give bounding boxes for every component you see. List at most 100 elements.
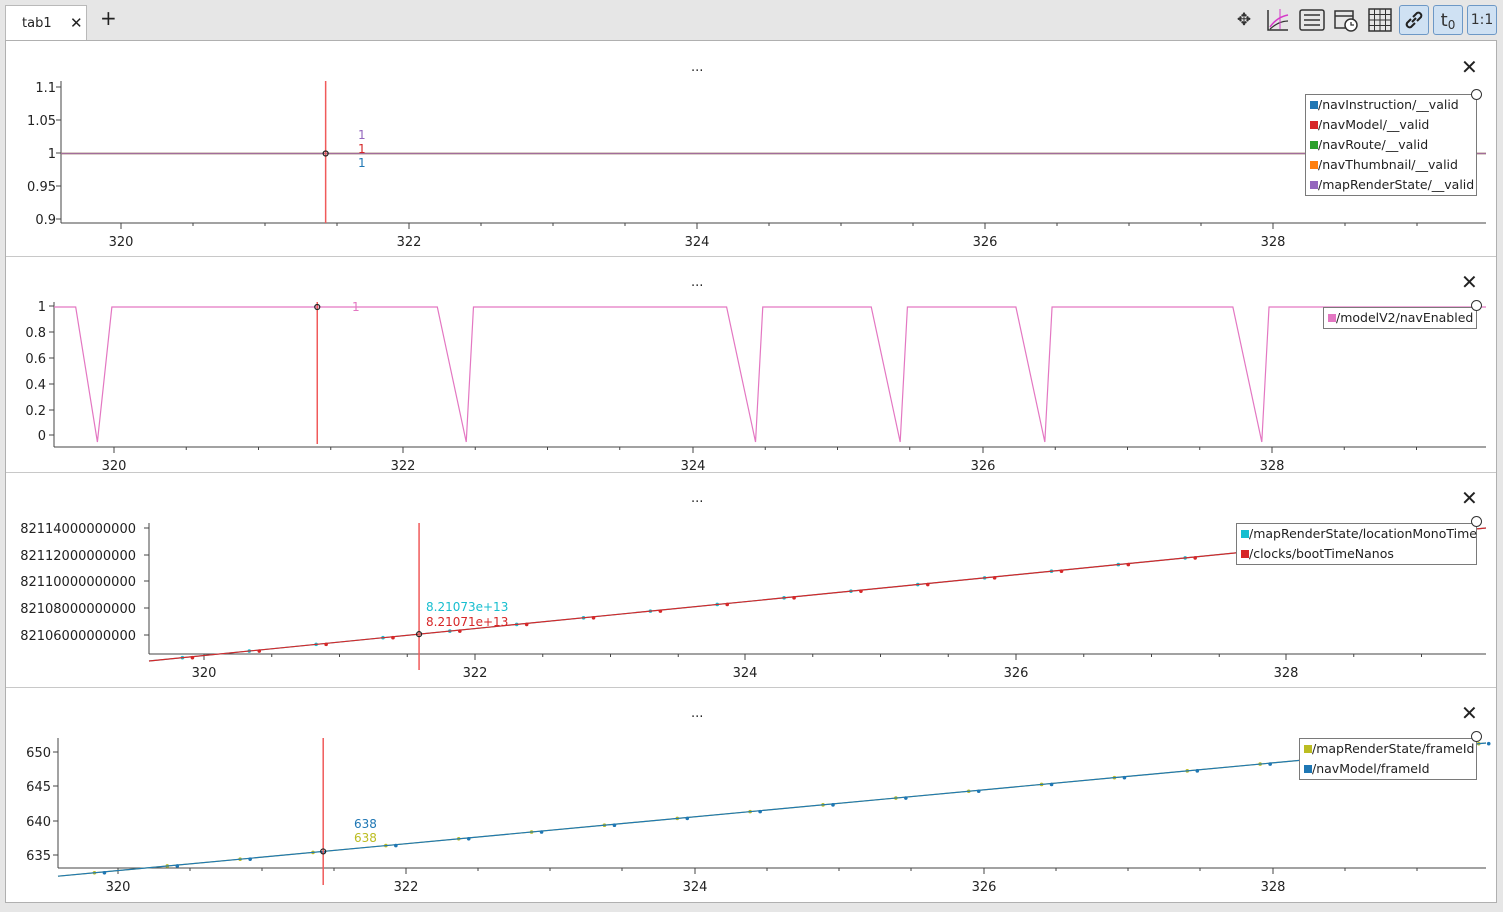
x-tick-label: 320 [102, 459, 127, 472]
chart-svg[interactable]: 320 322 324 326 328 82114000000000 82112000000… [6, 473, 1496, 688]
legend-swatch [1310, 101, 1318, 109]
legend-swatch [1310, 121, 1318, 129]
data-point [1126, 562, 1131, 567]
x-tick-label: 328 [1261, 880, 1286, 895]
y-tick-label: 645 [26, 780, 51, 795]
data-point [539, 830, 544, 834]
data-point [248, 857, 252, 861]
legend-drag-handle[interactable] [1471, 516, 1482, 527]
chart-svg[interactable]: 320 322 324 326 328 1 0.8 0.6 0.4 0.2 0 1 [6, 257, 1496, 472]
cursor-value-label: 1 [358, 142, 366, 156]
plot-title[interactable]: ... [691, 60, 704, 75]
calendar-clock-icon[interactable] [1331, 5, 1361, 35]
y-tick-label: 0 [38, 429, 46, 444]
plot-title[interactable]: ... [691, 275, 704, 290]
x-tick-label: 324 [681, 459, 706, 472]
close-plot-icon[interactable]: ✕ [1461, 486, 1478, 510]
panel-divider [6, 472, 1496, 473]
data-point [831, 803, 835, 807]
x-tick-label: 324 [683, 880, 708, 895]
data-point [904, 796, 908, 800]
y-tick-label: 82108000000000 [20, 602, 136, 617]
legend-drag-handle[interactable] [1471, 300, 1482, 311]
data-point [324, 642, 328, 647]
close-plot-icon[interactable]: ✕ [1461, 55, 1478, 79]
x-tick-label: 324 [685, 235, 710, 250]
legend-item[interactable]: /mapRenderState/__valid [1306, 175, 1476, 195]
legend-item[interactable]: /navThumbnail/__valid [1306, 155, 1476, 175]
y-tick-label: 635 [26, 849, 51, 864]
legend-item[interactable]: /navModel/__valid [1306, 115, 1476, 135]
zoom-graph-icon[interactable] [1263, 5, 1293, 35]
x-tick-label: 322 [394, 880, 419, 895]
y-tick-label: 0.8 [25, 326, 46, 341]
y-tick-label: 1 [48, 147, 56, 162]
cursor-value-label: 8.21073e+13 [426, 600, 508, 614]
data-point [992, 576, 997, 580]
y-tick-label: 0.2 [25, 404, 46, 419]
add-tab-button[interactable]: + [100, 6, 117, 30]
data-point [1122, 775, 1127, 780]
grid-icon[interactable] [1365, 5, 1395, 35]
legend-swatch [1241, 550, 1249, 558]
tab-tab1[interactable]: tab1 ✕ [5, 5, 87, 41]
plot-title[interactable]: ... [691, 706, 704, 721]
legend-item[interactable]: /navModel/frameId [1300, 759, 1476, 779]
legend[interactable]: /navInstruction/__valid /navModel/__vali… [1305, 94, 1477, 196]
plot-title[interactable]: ... [691, 491, 704, 506]
series-line [54, 306, 1486, 443]
data-point [1193, 556, 1197, 560]
data-point [466, 837, 471, 841]
legend[interactable]: /mapRenderState/frameId /navModel/frameI… [1299, 738, 1477, 780]
data-point [758, 809, 762, 814]
x-tick-label: 326 [973, 235, 998, 250]
x-tick-label: 326 [971, 459, 996, 472]
data-point [458, 629, 462, 633]
data-point [190, 655, 195, 660]
x-tick-label: 322 [391, 459, 416, 472]
legend[interactable]: /modelV2/navEnabled [1323, 307, 1477, 329]
y-tick-label: 82106000000000 [20, 629, 136, 644]
cursor-value-label: 638 [354, 817, 377, 831]
legend-item[interactable]: /navRoute/__valid [1306, 135, 1476, 155]
legend-item[interactable]: /mapRenderState/frameId [1300, 739, 1476, 759]
x-tick-label: 328 [1261, 235, 1286, 250]
legend-label: /navThumbnail/__valid [1318, 157, 1458, 172]
legend-item[interactable]: /mapRenderState/locationMonoTime [1237, 524, 1477, 544]
legend-label: /mapRenderState/locationMonoTime [1249, 526, 1477, 541]
legend-drag-handle[interactable] [1471, 731, 1482, 742]
tab-close-icon[interactable]: ✕ [70, 14, 83, 32]
cursor-value-label: 1 [358, 128, 366, 142]
legend-swatch [1328, 314, 1336, 322]
legend-item[interactable]: /modelV2/navEnabled [1324, 308, 1476, 328]
close-plot-icon[interactable]: ✕ [1461, 270, 1478, 294]
legend-item[interactable]: /clocks/bootTimeNanos [1237, 544, 1476, 564]
legend-label: /navModel/__valid [1318, 117, 1430, 132]
link-icon[interactable] [1399, 5, 1429, 35]
x-tick-label: 322 [463, 666, 488, 681]
list-icon[interactable] [1297, 5, 1327, 35]
data-point [591, 615, 596, 620]
close-plot-icon[interactable]: ✕ [1461, 701, 1478, 725]
pan-icon[interactable]: ✥ [1236, 10, 1252, 30]
y-tick-label: 640 [26, 815, 51, 830]
cursor-point [320, 848, 327, 855]
x-tick-label: 320 [109, 235, 134, 250]
legend-label: /mapRenderState/__valid [1318, 177, 1475, 192]
x-tick-label: 326 [972, 880, 997, 895]
y-tick-label: 82114000000000 [20, 522, 136, 537]
data-point [658, 609, 663, 613]
data-point [257, 649, 262, 653]
legend-label: /modelV2/navEnabled [1336, 310, 1474, 325]
legend[interactable]: /mapRenderState/locationMonoTime /clocks… [1236, 523, 1477, 565]
plot-area: ... ✕ 320 322 324 326 328 1.1 1.05 1 0.95 0.9 1 1 1 … [5, 40, 1497, 903]
x-tick-label: 320 [106, 880, 131, 895]
ratio-button[interactable]: 1:1 [1467, 5, 1497, 35]
legend-item[interactable]: /navInstruction/__valid [1306, 95, 1476, 115]
legend-drag-handle[interactable] [1471, 89, 1482, 100]
cursor-point [415, 631, 423, 638]
